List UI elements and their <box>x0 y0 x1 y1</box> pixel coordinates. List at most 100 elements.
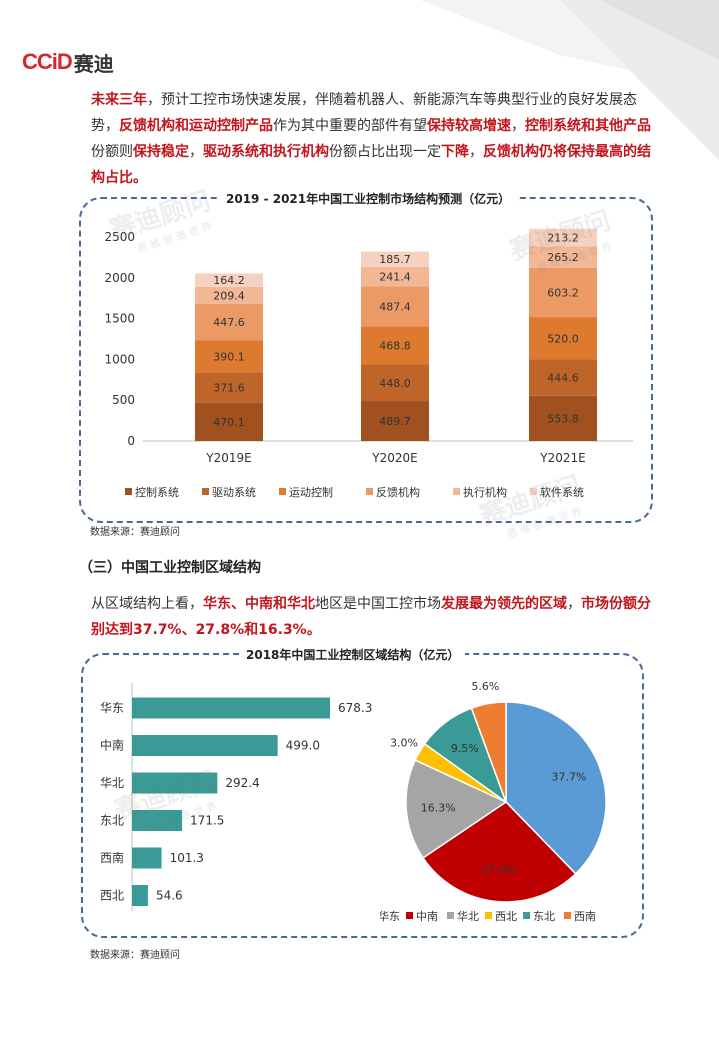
highlight-text: 市场份额分别达到37.7%、27.8%和16.3%。 <box>91 596 651 638</box>
data-label: 448.0 <box>379 377 411 390</box>
pie-slice <box>405 759 508 859</box>
data-label: 553.8 <box>547 412 579 425</box>
legend-label: 华北 <box>457 909 479 923</box>
body-text: 作为其中重要的部件有望 <box>273 118 427 134</box>
source-note-1: 数据来源：赛迪顾问 <box>90 527 180 538</box>
region-chart-title: 2018年中国工业控制区域结构（亿元） <box>240 646 466 663</box>
x-category-label: Y2021E <box>539 451 585 465</box>
legend-swatch <box>125 488 132 495</box>
bar-value-label: 292.4 <box>225 776 259 790</box>
stacked-bar-segment <box>195 303 263 341</box>
legend-label: 运动控制 <box>289 485 333 499</box>
region-paragraph: 从区域结构上看，华东、中南和华北地区是中国工控市场发展最为领先的区域，市场份额分… <box>91 591 651 643</box>
category-label: 中南 <box>100 738 124 753</box>
stacked-bar-segment <box>195 402 263 441</box>
legend-swatch <box>523 912 530 919</box>
stacked-bar-segment <box>195 340 263 373</box>
data-label: 520.0 <box>547 332 579 345</box>
legend-swatch <box>406 912 413 919</box>
bar-value-label: 171.5 <box>190 814 224 828</box>
data-label: 371.6 <box>213 381 245 394</box>
bar-value-label: 678.3 <box>338 701 372 715</box>
data-label: 185.7 <box>379 253 411 266</box>
bar-value-label: 54.6 <box>156 889 183 903</box>
highlight-text: 华东、中南和华北 <box>203 596 315 612</box>
legend-label: 控制系统 <box>135 485 179 499</box>
stacked-bar-segment <box>529 359 597 396</box>
stacked-chart-title: 2019 - 2021年中国工业控制市场结构预测（亿元） <box>220 190 517 207</box>
pie-label: 3.0% <box>390 737 418 750</box>
legend-label: 西南 <box>574 910 596 923</box>
data-label: 265.2 <box>547 251 579 264</box>
highlight-text: 保持稳定 <box>133 144 189 160</box>
category-label: 西南 <box>100 850 124 865</box>
stacked-bar-segment <box>529 317 597 360</box>
body-text: ， <box>511 118 525 134</box>
y-tick-label: 2500 <box>104 230 135 244</box>
data-label: 213.2 <box>547 232 579 245</box>
legend-swatch <box>279 488 286 495</box>
highlight-text: 保持较高增速 <box>427 118 511 134</box>
legend-label: 华东 <box>380 909 400 923</box>
legend-label: 驱动系统 <box>212 486 256 499</box>
x-category-label: Y2019E <box>205 451 251 465</box>
section-heading: （三）中国工业控制区域结构 <box>79 560 261 576</box>
stacked-bar-segment <box>529 395 597 441</box>
stacked-bar-segment <box>529 246 597 268</box>
stacked-bar-segment <box>195 372 263 403</box>
pie-label: 27.8% <box>481 864 516 877</box>
data-label: 390.1 <box>213 350 245 363</box>
stacked-bar-segment <box>361 401 429 441</box>
body-text: 地区是中国工控市场 <box>315 596 441 612</box>
data-label: 241.4 <box>379 271 411 284</box>
region-bar-chart: 华东 678.3 中南 499.0 华北 292.4 东北 171.5 西南 101.3 西北 54.… <box>100 683 372 911</box>
pie-slice <box>505 701 607 875</box>
highlight-text: 发展最为领先的区域 <box>441 596 567 612</box>
y-tick-label: 1000 <box>104 352 135 366</box>
body-text: ， <box>469 144 483 160</box>
legend-swatch <box>453 488 460 495</box>
logo-chinese: 赛迪 <box>73 51 114 76</box>
data-label: 489.7 <box>379 415 411 428</box>
legend-swatch <box>530 488 537 495</box>
pie-label: 16.3% <box>421 801 456 814</box>
legend-label: 西北 <box>495 910 517 923</box>
legend-swatch <box>366 488 373 495</box>
data-label: 603.2 <box>547 286 579 299</box>
region-pie-chart: 37.7% 27.8% 16.3% 3.0% 9.5% 5.6% 华东 中南 华北 西北 东北 西南 <box>380 680 607 923</box>
stacked-bar-segment <box>195 286 263 304</box>
y-tick-label: 0 <box>127 434 135 448</box>
data-label: 470.1 <box>213 416 245 429</box>
stacked-bar-segment <box>529 267 597 318</box>
x-category-label: Y2020E <box>371 451 417 465</box>
body-text: ，预计工控市场快速发展，伴随着机器人、新能源汽车等典型行业的良好发展态势， <box>91 92 637 134</box>
legend-label: 反馈机构 <box>376 485 420 499</box>
bar-value-label: 101.3 <box>170 851 204 865</box>
stacked-bar-chart: 0 500 1000 1500 2000 2500 470.1 371.6 390.1 447.6… <box>104 228 633 499</box>
stacked-bar-segment <box>195 273 263 287</box>
legend-label: 软件系统 <box>540 485 584 499</box>
legend-swatch <box>564 912 571 919</box>
body-text: ， <box>567 596 581 612</box>
region-bar <box>132 885 148 906</box>
category-label: 华北 <box>100 776 124 790</box>
stacked-bar-segment <box>361 286 429 327</box>
pie-label: 37.7% <box>552 770 587 783</box>
logo-latin: CCiD <box>22 49 73 74</box>
highlight-text: 反馈机构仍将保持最高的结构占比。 <box>91 144 651 186</box>
region-bar <box>132 697 330 719</box>
pie-slice <box>470 701 507 803</box>
data-label: 487.4 <box>379 300 411 313</box>
highlight-text: 反馈机构和运动控制产品 <box>119 118 273 134</box>
body-text: ， <box>189 144 203 160</box>
y-tick-label: 500 <box>112 393 135 407</box>
data-label: 209.4 <box>213 289 245 302</box>
legend-label: 中南 <box>416 910 438 923</box>
body-text: 份额占比出现一定 <box>329 144 441 160</box>
highlight-text: 下降 <box>441 144 469 160</box>
region-bar <box>132 810 183 831</box>
body-text: 份额则 <box>91 144 133 160</box>
category-label: 东北 <box>100 814 124 828</box>
data-label: 444.6 <box>547 372 579 385</box>
pie-label: 9.5% <box>451 742 479 755</box>
